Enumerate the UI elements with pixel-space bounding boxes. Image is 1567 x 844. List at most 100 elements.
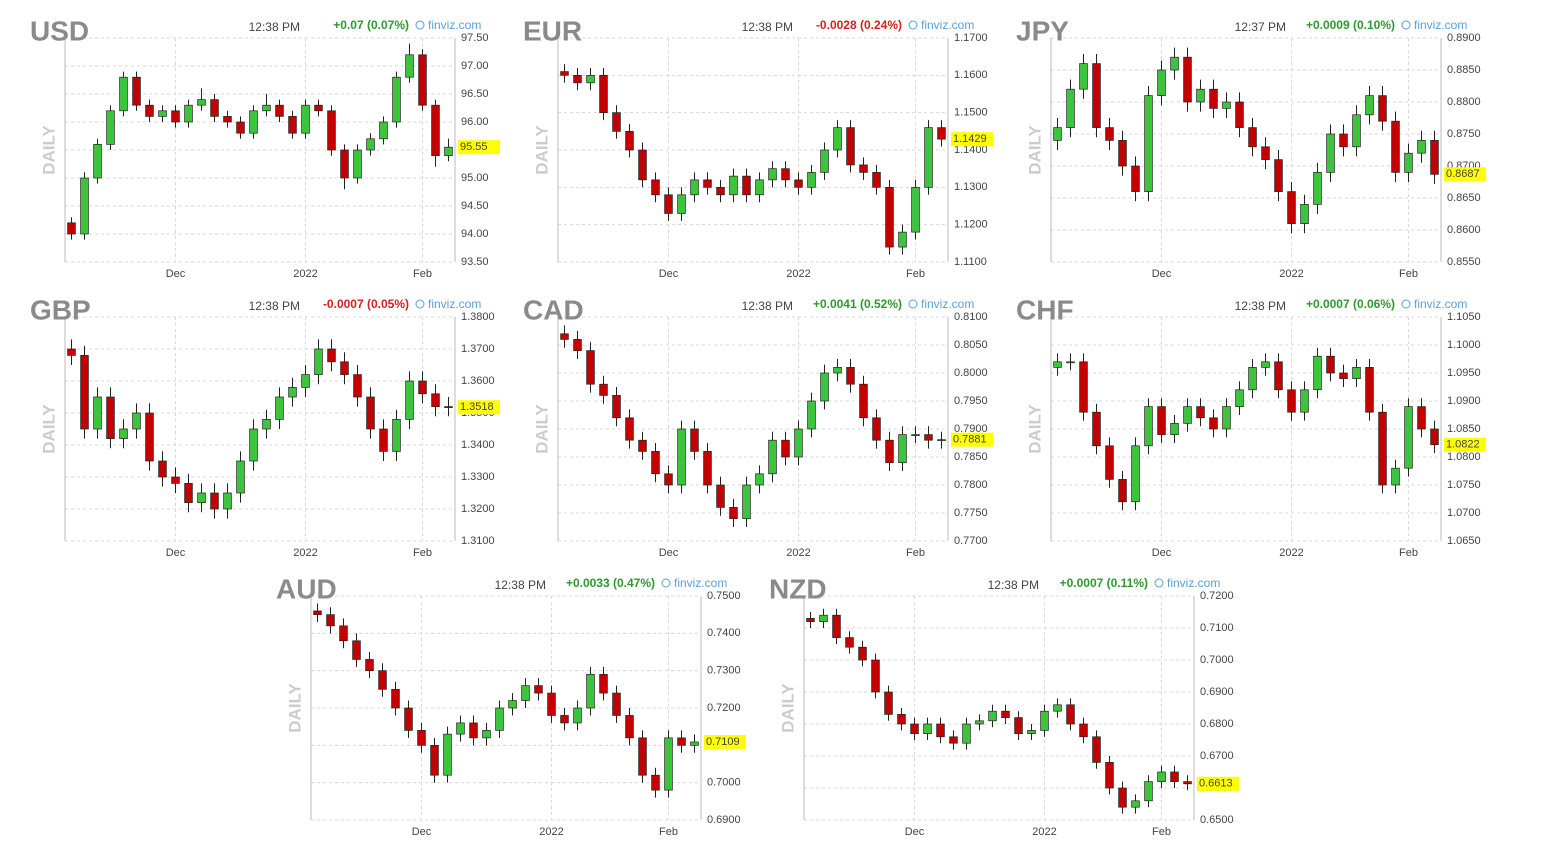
y-tick-label: 1.3600 bbox=[461, 375, 495, 387]
time-label: 12:38 PM bbox=[988, 578, 1039, 592]
y-tick-label: 0.7200 bbox=[707, 702, 741, 714]
last-price-box bbox=[951, 432, 993, 447]
candle-body bbox=[586, 674, 595, 709]
candle-body bbox=[262, 104, 271, 112]
time-label: 12:38 PM bbox=[742, 299, 793, 313]
x-tick-label: Dec bbox=[166, 268, 186, 280]
x-tick-label: Feb bbox=[906, 547, 925, 559]
candle-body bbox=[586, 350, 595, 385]
x-tick-label: 2022 bbox=[1279, 268, 1303, 280]
candle-body bbox=[846, 367, 855, 385]
period-label: DAILY bbox=[39, 404, 58, 454]
last-price-label: 1.3518 bbox=[460, 401, 494, 413]
candle-body bbox=[845, 637, 854, 648]
candle-body bbox=[677, 428, 686, 486]
candle-body bbox=[171, 110, 180, 123]
candle-body bbox=[444, 146, 453, 156]
y-tick-label: 0.8100 bbox=[954, 311, 988, 323]
source-icon bbox=[1154, 578, 1164, 588]
last-price-box bbox=[458, 140, 500, 155]
candle-body bbox=[1209, 417, 1218, 430]
last-price-label: 1.1429 bbox=[953, 133, 987, 145]
y-tick-label: 1.1200 bbox=[954, 219, 988, 231]
change-label: +0.0007 (0.11%) bbox=[1060, 576, 1148, 590]
period-label: DAILY bbox=[778, 683, 797, 733]
last-price-label: 0.7881 bbox=[953, 434, 987, 446]
y-tick-label: 1.3800 bbox=[461, 311, 495, 323]
period-label: DAILY bbox=[285, 683, 304, 733]
y-tick-label: 1.3300 bbox=[461, 471, 495, 483]
candle-body bbox=[1183, 406, 1192, 424]
chart-panel: 93.5094.0094.5095.0095.5096.0096.5097.00… bbox=[30, 15, 500, 280]
candle-body bbox=[547, 692, 556, 716]
candle-body bbox=[132, 412, 141, 430]
y-tick-label: 0.7850 bbox=[954, 451, 988, 463]
y-tick-label: 1.0850 bbox=[1447, 423, 1481, 435]
candle-body bbox=[1170, 423, 1179, 435]
candle-body bbox=[534, 685, 543, 694]
candle-body bbox=[366, 396, 375, 430]
x-tick-label: Feb bbox=[1399, 268, 1418, 280]
candle-body bbox=[405, 380, 414, 420]
candle-body bbox=[599, 674, 608, 694]
candle-body bbox=[1092, 411, 1101, 447]
y-tick-label: 1.3200 bbox=[461, 503, 495, 515]
candle-body bbox=[275, 396, 284, 420]
candle-body bbox=[469, 722, 478, 739]
y-tick-label: 0.7900 bbox=[954, 423, 988, 435]
candle-body bbox=[664, 473, 673, 486]
candle-body bbox=[1157, 406, 1166, 435]
candle-body bbox=[431, 393, 440, 407]
y-tick-label: 1.1700 bbox=[954, 32, 988, 44]
candle-body bbox=[1131, 165, 1140, 192]
candle-body bbox=[781, 439, 790, 458]
candle-body bbox=[664, 194, 673, 214]
candle-body bbox=[1079, 63, 1088, 90]
candle-body bbox=[392, 76, 401, 123]
x-tick-label: Dec bbox=[659, 547, 679, 559]
candle-body bbox=[353, 149, 362, 179]
candle-body bbox=[1066, 704, 1075, 725]
x-tick-label: Feb bbox=[906, 268, 925, 280]
candle-body bbox=[897, 714, 906, 725]
candle-body bbox=[197, 99, 206, 106]
candle-body bbox=[1300, 204, 1309, 224]
candle-body bbox=[158, 460, 167, 478]
source-icon bbox=[1401, 20, 1411, 30]
candle-body bbox=[119, 428, 128, 439]
candle-body bbox=[119, 76, 128, 112]
candle-body bbox=[236, 460, 245, 494]
candle-body bbox=[1209, 88, 1218, 109]
last-price-box bbox=[951, 132, 993, 147]
y-tick-label: 0.7100 bbox=[1200, 622, 1234, 634]
candle-body bbox=[651, 774, 660, 791]
x-tick-label: 2022 bbox=[1279, 547, 1303, 559]
candle-body bbox=[1196, 88, 1205, 103]
candle-body bbox=[379, 428, 388, 452]
candle-body bbox=[1183, 56, 1192, 103]
candle-body bbox=[820, 372, 829, 402]
candle-body bbox=[1378, 95, 1387, 122]
candle-body bbox=[1053, 361, 1062, 368]
change-label: +0.0007 (0.06%) bbox=[1306, 297, 1395, 311]
candle-body bbox=[937, 127, 946, 140]
candle-body bbox=[418, 54, 427, 106]
candle-body bbox=[171, 476, 180, 484]
period-label: DAILY bbox=[532, 125, 551, 175]
candle-body bbox=[651, 451, 660, 475]
candle-body bbox=[716, 484, 725, 508]
y-tick-label: 0.8850 bbox=[1447, 64, 1481, 76]
candle-body bbox=[1196, 406, 1205, 419]
chart-panel: 0.7700 0.7750 0.7800 0.7850 0.7900 0.7950 0.80… bbox=[523, 294, 993, 559]
candle-body bbox=[80, 355, 89, 430]
candle-body bbox=[1092, 63, 1101, 128]
y-tick-label: 97.00 bbox=[461, 60, 489, 72]
candle-body bbox=[1326, 133, 1335, 173]
candle-body bbox=[404, 707, 413, 731]
y-tick-label: 0.7200 bbox=[1200, 590, 1234, 602]
candle-body bbox=[1235, 101, 1244, 128]
candle-body bbox=[638, 737, 647, 776]
candle-body bbox=[638, 149, 647, 181]
candle-body bbox=[1066, 88, 1075, 128]
candle-body bbox=[833, 367, 842, 374]
